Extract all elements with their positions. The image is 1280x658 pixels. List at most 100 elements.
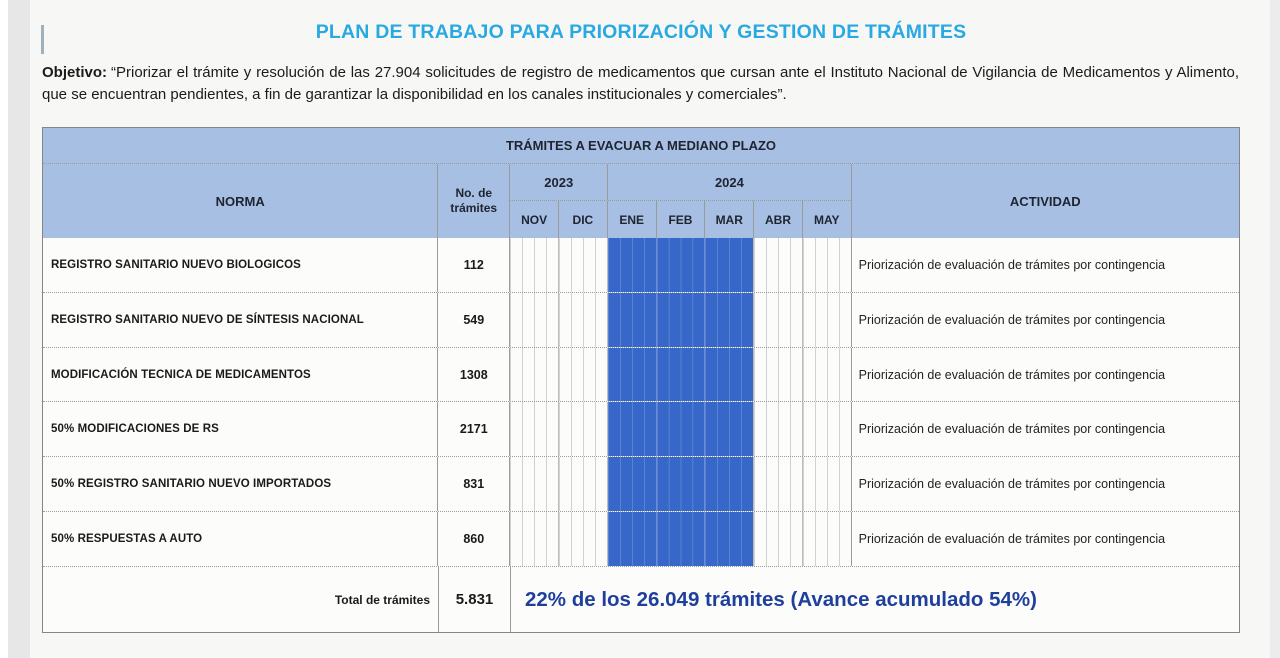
gantt-bar-segment-mar [704, 347, 754, 402]
tramites-count-cell: 2171 [438, 402, 511, 457]
timeline-cell-abr [753, 347, 802, 402]
gantt-bar-segment-feb [655, 347, 705, 402]
table-header: NORMA No. de trámites 2023 2024 NOV DIC ENE… [43, 164, 1239, 238]
year-header-2023: 2023 [544, 174, 574, 190]
timeline-cell-may [801, 402, 851, 457]
timeline-cell-abr [753, 402, 802, 457]
month-header-feb: FEB [655, 201, 705, 238]
table-footer: Total de trámites 5.831 22% de los 26.04… [43, 567, 1239, 632]
year-header-2024: 2024 [607, 164, 850, 200]
progress-summary: 22% de los 26.049 trámites (Avance acumu… [525, 587, 1037, 611]
objective-label: Objetivo: [42, 64, 108, 81]
year-header-row: 2023 2024 [510, 164, 851, 201]
tramites-count-cell: 831 [438, 457, 511, 512]
norma-cell: 50% REGISTRO SANITARIO NUEVO IMPORTADOS [43, 457, 439, 512]
timeline-cell-dic [558, 238, 607, 292]
timeline-cell-may [801, 347, 851, 402]
timeline-cell-may [801, 238, 851, 292]
objective-paragraph: Objetivo: “Priorizar el trámite y resoluc… [42, 62, 1239, 105]
gantt-bar-segment-feb [655, 292, 705, 347]
table-row: REGISTRO SANITARIO NUEVO BIOLOGICOS 112 Pr… [43, 238, 1239, 293]
timeline-cell-may [801, 292, 851, 347]
norma-cell: MODIFICACIÓN TECNICA DE MEDICAMENTOS [43, 347, 439, 402]
left-white-strip [0, 0, 8, 658]
table-row: 50% REGISTRO SANITARIO NUEVO IMPORTADOS 8… [43, 457, 1239, 513]
timeline-cell-nov [510, 238, 558, 292]
month-header-dic: DIC [558, 201, 607, 238]
timeline-cells [510, 238, 852, 292]
table-row: 50% MODIFICACIONES DE RS 2171 Priorización… [43, 402, 1239, 458]
timeline-cell-dic [558, 457, 607, 512]
gantt-bar-segment-mar [704, 238, 754, 292]
actividad-cell: Priorización de evaluación de trámites p… [858, 477, 1166, 492]
timeline-header: 2023 2024 NOV DIC ENE FEB MAR ABR MAY [510, 164, 852, 238]
timeline-cell-may [801, 512, 851, 566]
column-header-actividad: ACTIVIDAD [1009, 193, 1081, 209]
gantt-bar-segment-ene [606, 238, 656, 292]
column-header-norma: NORMA [43, 164, 439, 238]
timeline-cell-abr [753, 457, 802, 512]
table-row: 50% RESPUESTAS A AUTO 860 Priorización de … [43, 512, 1239, 567]
timeline-cell-dic [558, 292, 607, 347]
norma-cell: REGISTRO SANITARIO NUEVO BIOLOGICOS [43, 238, 439, 292]
timeline-cells [510, 402, 852, 457]
text-cursor-bar [41, 25, 44, 54]
tramites-count-cell: 112 [438, 238, 511, 292]
timeline-cell-dic [558, 402, 607, 457]
gantt-bar-segment-feb [655, 457, 705, 512]
gantt-bar-segment-mar [704, 457, 754, 512]
actividad-cell: Priorización de evaluación de trámites p… [858, 312, 1166, 327]
gantt-bar-segment-ene [606, 402, 656, 457]
gantt-bar-segment-feb [655, 238, 705, 292]
objective-text: “Priorizar el trámite y resolución de la… [42, 64, 1239, 103]
tramites-count-cell: 549 [438, 292, 511, 347]
table-body: REGISTRO SANITARIO NUEVO BIOLOGICOS 112 Pr… [43, 238, 1239, 567]
timeline-cell-nov [510, 292, 558, 347]
page-title: PLAN DE TRABAJO PARA PRIORIZACIÓN Y GEST… [315, 21, 967, 43]
total-value: 5.831 [439, 567, 511, 632]
table-row: MODIFICACIÓN TECNICA DE MEDICAMENTOS 1308… [43, 347, 1239, 403]
month-header-nov: NOV [521, 212, 548, 227]
month-header-may: MAY [801, 201, 851, 238]
actividad-cell: Priorización de evaluación de trámites p… [858, 367, 1166, 382]
gantt-bar-segment-ene [606, 457, 656, 512]
gantt-bar-segment-mar [704, 292, 754, 347]
gantt-bar-segment-feb [655, 512, 705, 566]
timeline-cell-nov [510, 347, 558, 402]
timeline-cell-abr [753, 292, 802, 347]
right-gray-strip [1270, 0, 1280, 658]
table-banner: TRÁMITES A EVACUAR A MEDIANO PLAZO [43, 128, 1239, 164]
timeline-cell-dic [558, 512, 607, 566]
timeline-cell-may [801, 457, 851, 512]
timeline-cell-nov [510, 457, 558, 512]
timeline-cell-nov [510, 402, 558, 457]
timeline-cell-abr [753, 238, 802, 292]
gantt-bar-segment-feb [655, 402, 705, 457]
timeline-cell-nov [510, 512, 558, 566]
month-header-ene: ENE [606, 201, 656, 238]
left-gray-strip [8, 0, 30, 658]
month-header-mar: MAR [704, 201, 753, 238]
gantt-bar-segment-ene [606, 512, 656, 566]
norma-cell: REGISTRO SANITARIO NUEVO DE SÍNTESIS NAC… [43, 292, 439, 347]
month-header-row: NOV DIC ENE FEB MAR ABR MAY [510, 201, 850, 238]
actividad-cell: Priorización de evaluación de trámites p… [858, 422, 1166, 437]
work-plan-table: TRÁMITES A EVACUAR A MEDIANO PLAZO NORMA… [42, 127, 1240, 633]
timeline-cell-abr [753, 512, 802, 566]
table-row: REGISTRO SANITARIO NUEVO DE SÍNTESIS NAC… [43, 292, 1239, 348]
timeline-cells [510, 347, 852, 402]
norma-cell: 50% MODIFICACIONES DE RS [43, 402, 439, 457]
actividad-cell: Priorización de evaluación de trámites p… [858, 257, 1166, 272]
gantt-bar-segment-mar [704, 402, 754, 457]
column-header-tramites: No. de trámites [438, 164, 511, 238]
timeline-cells [510, 457, 852, 512]
tramites-count-cell: 1308 [438, 347, 511, 402]
actividad-cell: Priorización de evaluación de trámites p… [858, 532, 1166, 547]
total-label: Total de trámites [43, 567, 439, 632]
month-header-abr: ABR [753, 201, 802, 238]
tramites-count-cell: 860 [438, 512, 511, 566]
timeline-cells [510, 512, 852, 566]
timeline-cell-dic [558, 347, 607, 402]
gantt-bar-segment-ene [606, 292, 656, 347]
gantt-bar-segment-ene [606, 347, 656, 402]
